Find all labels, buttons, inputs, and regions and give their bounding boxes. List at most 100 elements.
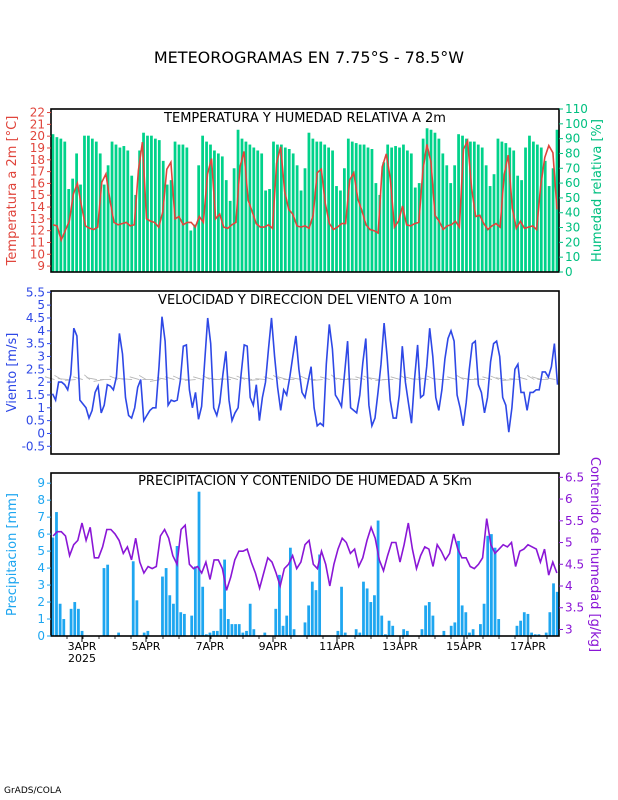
humidity-bar — [87, 135, 90, 272]
precipitation-bar — [340, 586, 343, 636]
precipitation-bar — [468, 632, 471, 636]
precipitation-bar — [427, 602, 431, 636]
precipitation-bar — [365, 588, 369, 636]
humidity-bar — [126, 150, 130, 272]
wind-barb — [368, 377, 380, 380]
tick-label: 6.5 — [565, 470, 584, 484]
humidity-bar — [488, 186, 492, 272]
wind-barb — [355, 376, 366, 380]
tick-label: 80 — [565, 146, 580, 160]
humidity-bar — [83, 135, 86, 272]
precipitation-bar — [117, 632, 121, 636]
humidity-bar — [102, 184, 106, 272]
tick-label: 19 — [30, 141, 45, 155]
humidity-bar — [350, 141, 354, 272]
wind-barb — [57, 378, 69, 380]
precipitation-bar — [248, 603, 252, 636]
humidity-bar — [315, 141, 319, 272]
humidity-bar — [276, 144, 279, 272]
humidity-bar — [201, 135, 204, 272]
humidity-bar — [520, 180, 523, 272]
humidity-bar — [98, 153, 102, 272]
humidity-bar — [283, 147, 287, 272]
precipitation-bar — [369, 602, 373, 636]
humidity-bar — [90, 138, 94, 272]
tick-label: 20 — [30, 129, 45, 143]
precipitation-bar — [168, 595, 172, 636]
humidity-bar — [232, 168, 236, 272]
precipitation-bar — [77, 608, 80, 636]
tick-label: 4 — [565, 579, 573, 593]
tick-label: 4 — [37, 324, 45, 338]
date-label: 5APR — [132, 640, 161, 653]
precipitation-bar — [62, 619, 66, 636]
humidity-bar — [106, 165, 110, 272]
tick-label: 60 — [565, 176, 580, 190]
wind-barb — [138, 375, 147, 380]
x-axis: 3APR 5APR 7APR 9APR 11APR 13APR 15APR 17APR 2025 — [66, 636, 548, 665]
humidity-bar — [457, 134, 460, 272]
tick-label: 22 — [30, 106, 45, 120]
humidity-bar — [252, 147, 256, 272]
precipitation-bar — [336, 630, 340, 636]
humidity-bar — [173, 141, 177, 272]
tick-label: 16 — [30, 176, 45, 190]
precipitation-bar — [442, 630, 446, 636]
precipitation-bar — [219, 608, 223, 636]
wind-barb — [241, 377, 253, 380]
precipitation-bar — [530, 632, 533, 636]
humidity-bar — [181, 144, 185, 272]
precipitation-bar — [376, 520, 380, 636]
humidity-bar — [319, 141, 323, 272]
tick-label: 4.5 — [565, 557, 584, 571]
humidity-bar — [331, 150, 334, 272]
humidity-bar — [539, 147, 543, 272]
wind-barb — [490, 375, 500, 380]
humidity-bar — [63, 141, 67, 272]
tick-label: 30 — [565, 221, 580, 235]
tick-label: 0 — [565, 265, 573, 279]
moisture-line — [52, 518, 558, 592]
panel-precipitation-moisture: PRECIPITACION Y CONTENIDO DE HUMEDAD A 5… — [5, 457, 602, 652]
tick-label: 2.5 — [26, 362, 45, 376]
precipitation-bar — [223, 559, 226, 636]
humidity-bar — [114, 144, 118, 272]
humidity-bar — [228, 200, 232, 272]
humidity-bar — [516, 175, 520, 272]
humidity-bar — [465, 138, 468, 272]
precipitation-bar — [288, 547, 292, 636]
humidity-bar — [406, 150, 409, 272]
date-label: 3APR — [68, 640, 97, 653]
humidity-bar — [480, 147, 484, 272]
precipitation-bar — [164, 568, 168, 636]
date-label: 9APR — [259, 640, 288, 653]
precipitation-bar — [179, 612, 183, 636]
panel-title: PRECIPITACION Y CONTENIDO DE HUMEDAD A 5… — [138, 474, 472, 489]
humidity-bar — [51, 134, 55, 272]
wind-barb — [84, 374, 91, 380]
precipitation-bar — [201, 586, 205, 636]
wind-barb — [277, 376, 288, 380]
precipitation-bar — [544, 632, 548, 636]
precipitation-bar — [303, 622, 307, 636]
precipitation-bar — [314, 590, 318, 636]
precipitation-bar — [193, 566, 197, 636]
humidity-bar — [469, 141, 472, 272]
precipitation-bar — [497, 619, 501, 636]
wind-barb — [545, 377, 556, 380]
precipitation-bar — [204, 634, 208, 636]
tick-label: 10 — [30, 247, 45, 261]
humidity-bar — [346, 138, 350, 272]
humidity-bar — [492, 174, 496, 272]
humidity-bar — [307, 132, 311, 272]
y-axis-label: Viento [m/s] — [5, 333, 20, 413]
tick-label: 1 — [37, 401, 45, 415]
panel-frame — [50, 290, 560, 455]
precipitation-bar — [373, 595, 376, 636]
humidity-bar — [335, 186, 338, 272]
date-label: 15APR — [446, 640, 482, 653]
humidity-bar — [67, 189, 71, 272]
tick-label: 2 — [37, 595, 45, 609]
humidity-bar — [358, 144, 362, 272]
